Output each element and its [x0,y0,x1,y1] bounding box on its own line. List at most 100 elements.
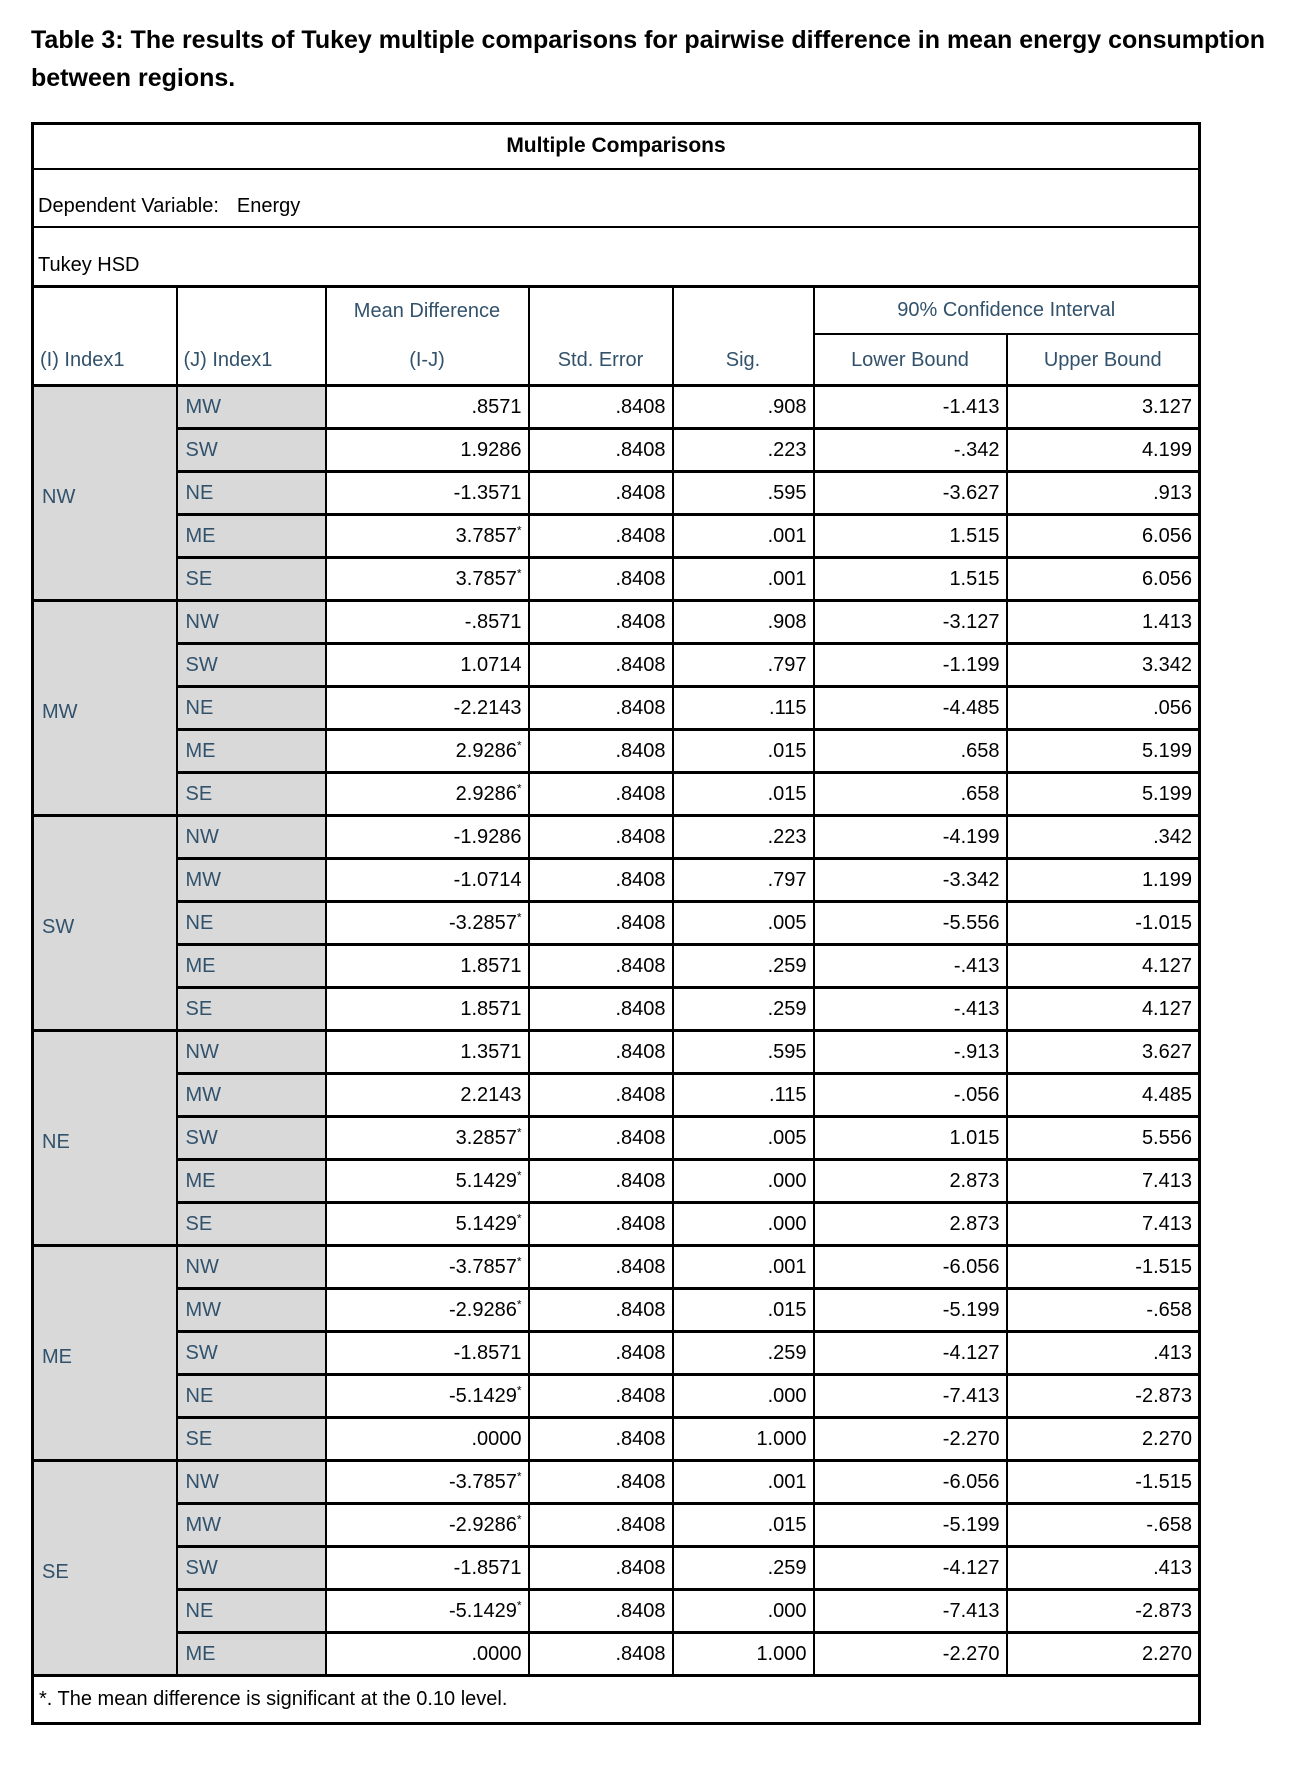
row-j-label: NW [175,1029,327,1075]
sig-value: .015 [671,771,815,817]
sig-value: .259 [671,1330,815,1376]
mean-difference-value: 2.9286* [324,771,530,817]
upper-bound-value: 5.199 [1005,771,1201,817]
lower-bound-value: -5.199 [812,1287,1008,1333]
lower-bound-value: -4.485 [812,685,1008,731]
lower-bound-value: -.413 [812,943,1008,989]
row-j-label: NE [175,900,327,946]
table-row: SE 3.7857* .8408.001 1.515 6.056 [33,556,1201,602]
mean-difference-value: -1.8571 [324,1330,530,1376]
sig-value: .001 [671,556,815,602]
upper-bound-value: -.658 [1005,1287,1201,1333]
upper-bound-value: .913 [1005,470,1201,516]
significance-marker: * [516,780,522,795]
lower-bound-value: 1.515 [812,513,1008,559]
group-i-label: MW [31,599,178,817]
std-error-value: .8408 [527,556,674,602]
table-row: ME NW -3.7857* .8408.001 -6.056 -1.515 [31,1244,1201,1462]
lower-bound-value: -6.056 [812,1244,1008,1290]
mean-difference-value: 1.0714 [324,642,530,688]
significance-marker: * [516,1296,522,1311]
sig-value: .001 [671,1244,815,1290]
std-error-value: .8408 [527,771,674,817]
upper-bound-value: 4.127 [1005,943,1201,989]
row-j-label: SW [175,427,327,473]
std-error-value: .8408 [527,1502,674,1548]
lower-bound-value: -7.413 [812,1588,1008,1634]
row-j-label: NE [175,685,327,731]
sig-value: .015 [671,1502,815,1548]
row-j-label: MW [175,857,327,903]
upper-bound-value: .342 [1005,814,1201,860]
mean-difference-value: -1.9286 [324,814,530,860]
std-error-value: .8408 [527,1459,674,1505]
lower-bound-value: -6.056 [812,1459,1008,1505]
upper-bound-value: 6.056 [1005,513,1201,559]
upper-bound-value: -1.015 [1005,900,1201,946]
group-i-label: SW [31,814,178,1032]
std-error-value: .8408 [527,857,674,903]
row-j-label: MW [175,1502,327,1548]
significance-marker: * [516,909,522,924]
mean-difference-value: -.8571 [324,599,530,645]
sig-value: .001 [671,513,815,559]
mean-difference-value: 1.9286 [324,427,530,473]
mean-difference-value: -2.9286* [324,1287,530,1333]
upper-bound-value: .056 [1005,685,1201,731]
std-error-value: .8408 [527,1330,674,1376]
significance-marker: * [516,1210,522,1225]
column-header-j-index: (J) Index1 [175,285,327,387]
sig-value: .115 [671,1072,815,1118]
std-error-value: .8408 [527,1287,674,1333]
row-j-label: ME [175,1631,327,1677]
lower-bound-value: 1.515 [812,556,1008,602]
group-i-label: SE [31,1459,178,1677]
sig-value: 1.000 [671,1631,815,1677]
row-j-label: NE [175,1373,327,1419]
row-j-label: NW [175,599,327,645]
significance-marker: * [516,1124,522,1139]
significance-marker: * [516,1167,522,1182]
upper-bound-value: -.658 [1005,1502,1201,1548]
row-j-label: ME [175,1158,327,1204]
upper-bound-value: .413 [1005,1330,1201,1376]
column-header-row-2: Lower Bound Upper Bound [33,332,1201,387]
column-header-row-1: (I) Index1 (J) Index1 Mean Difference (I… [31,285,1201,387]
sig-value: .000 [671,1201,815,1247]
lower-bound-value: 2.873 [812,1158,1008,1204]
std-error-value: .8408 [527,470,674,516]
lower-bound-value: -4.199 [812,814,1008,860]
mean-difference-header-line2: (I-J) [409,349,445,371]
mean-difference-value: 2.9286* [324,728,530,774]
significance-marker: * [516,565,522,580]
lower-bound-value: -3.627 [812,470,1008,516]
significance-marker: * [516,1382,522,1397]
lower-bound-value: -.413 [812,986,1008,1032]
std-error-value: .8408 [527,943,674,989]
lower-bound-value: -5.199 [812,1502,1008,1548]
std-error-value: .8408 [527,685,674,731]
table-row: MW 2.2143.8408.115 -.056 4.485 [33,1072,1201,1118]
table-row: SW NW -1.9286.8408.223 -4.199.342 [31,814,1201,1032]
mean-difference-value: -3.2857* [324,900,530,946]
sig-value: .908 [671,384,815,430]
row-j-label: ME [175,943,327,989]
table-row: ME .0000.8408 1.000 -2.270 2.270 [33,1631,1201,1677]
lower-bound-value: -2.270 [812,1631,1008,1677]
upper-bound-value: -2.873 [1005,1373,1201,1419]
upper-bound-value: 2.270 [1005,1416,1201,1462]
sig-value: .908 [671,599,815,645]
row-j-label: MW [175,1287,327,1333]
std-error-value: .8408 [527,513,674,559]
mean-difference-value: -5.1429* [324,1373,530,1419]
sig-value: 1.000 [671,1416,815,1462]
column-header-i-index: (I) Index1 [31,285,178,387]
std-error-value: .8408 [527,1201,674,1247]
mean-difference-header-line1: Mean Difference [353,300,501,322]
mean-difference-value: 5.1429* [324,1201,530,1247]
dependent-variable-label: Dependent Variable: [38,194,219,217]
mean-difference-value: -2.9286* [324,1502,530,1548]
sig-value: .005 [671,900,815,946]
mean-difference-value: 5.1429* [324,1158,530,1204]
significance-marker: * [516,1468,522,1483]
